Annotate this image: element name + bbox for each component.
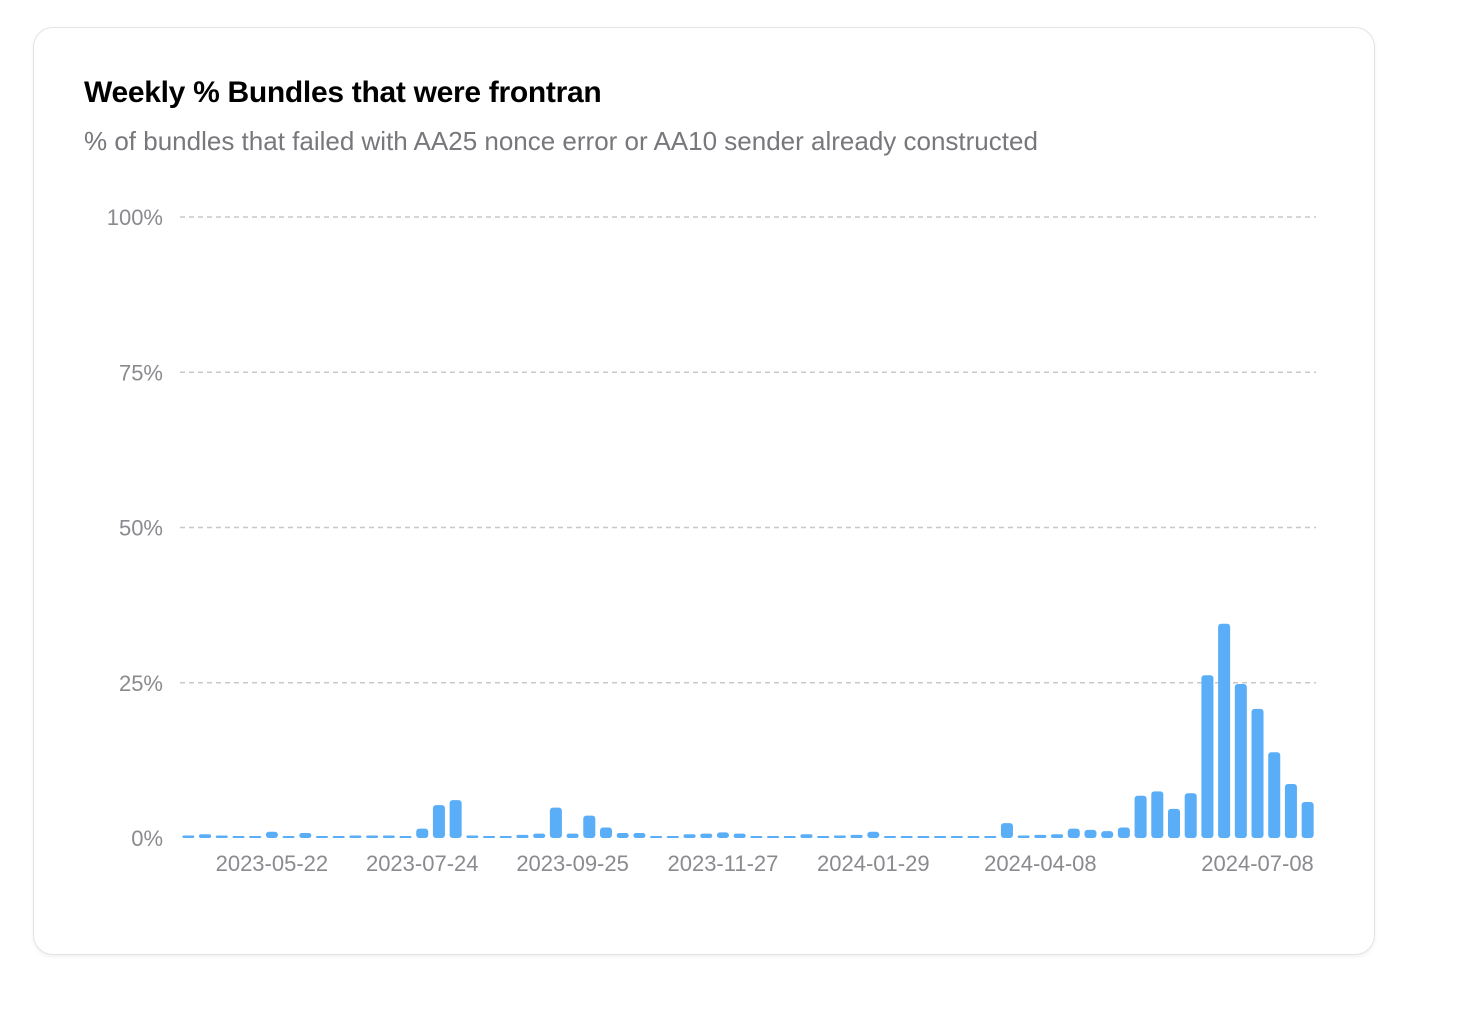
bar	[1184, 793, 1197, 838]
bar	[232, 836, 245, 838]
bar	[1201, 675, 1214, 838]
bar	[449, 800, 462, 838]
x-axis-ticks: 2023-05-22 2023-07-24 2023-09-25 2023-11-27…	[216, 851, 1314, 876]
x-tick-label: 2023-07-24	[366, 851, 479, 876]
x-tick-label: 2024-07-08	[1201, 851, 1314, 876]
bar	[783, 836, 796, 838]
bar	[1284, 783, 1297, 838]
y-tick-label: 100%	[107, 205, 163, 230]
bars	[182, 623, 1314, 838]
bar	[984, 836, 997, 838]
bar	[716, 832, 729, 838]
y-tick-label: 0%	[131, 826, 163, 851]
bar	[1167, 808, 1181, 838]
bar	[833, 835, 846, 838]
bar	[315, 836, 329, 838]
bar	[599, 827, 613, 838]
y-tick-label: 50%	[119, 516, 163, 541]
x-tick-label: 2024-01-29	[817, 851, 930, 876]
bar	[1101, 831, 1114, 838]
bar	[1134, 795, 1147, 838]
bar	[549, 807, 562, 838]
bar	[265, 831, 278, 838]
bar	[483, 836, 496, 838]
y-axis-ticks: 0% 25% 50% 75% 100%	[107, 205, 163, 851]
bar	[299, 833, 312, 838]
bar	[516, 834, 529, 838]
bar	[199, 834, 212, 838]
bar	[683, 834, 696, 838]
bar	[1051, 834, 1064, 838]
bar	[533, 833, 546, 838]
bar	[900, 836, 913, 838]
bar	[867, 831, 880, 838]
bar	[1218, 623, 1231, 838]
chart-card: Weekly % Bundles that were frontran % of…	[33, 27, 1375, 955]
bar	[934, 836, 947, 838]
bar	[1034, 834, 1047, 838]
bar	[950, 836, 963, 838]
bar	[432, 805, 445, 838]
bar	[633, 833, 646, 838]
bar	[1251, 708, 1264, 838]
bar	[800, 834, 813, 838]
bar	[1301, 801, 1314, 838]
x-tick-label: 2023-11-27	[667, 851, 778, 876]
y-tick-label: 25%	[119, 671, 163, 696]
bar	[666, 836, 679, 838]
bar	[917, 836, 930, 838]
bar	[850, 834, 863, 838]
bar	[650, 836, 663, 838]
y-tick-label: 75%	[119, 360, 163, 385]
bar	[700, 833, 713, 838]
chart-subtitle: % of bundles that failed with AA25 nonce…	[84, 126, 1038, 156]
bar	[332, 836, 345, 838]
bar	[1017, 835, 1030, 838]
bar	[466, 835, 479, 838]
bar	[416, 828, 429, 838]
bar	[750, 836, 763, 838]
x-tick-label: 2024-04-08	[984, 851, 1097, 876]
bar	[349, 835, 362, 838]
x-tick-label: 2023-09-25	[516, 851, 629, 876]
bar	[382, 835, 395, 838]
bar	[767, 836, 780, 838]
bar	[1084, 829, 1097, 838]
bar	[215, 835, 228, 838]
bar	[1117, 827, 1130, 838]
x-tick-label: 2023-05-22	[216, 851, 329, 876]
bar	[616, 833, 629, 838]
gridlines	[180, 216, 1316, 684]
bar	[1234, 683, 1247, 838]
bar	[399, 836, 412, 838]
bar	[733, 833, 746, 838]
bar	[583, 815, 596, 838]
bar	[883, 836, 897, 838]
chart-title: Weekly % Bundles that were frontran	[84, 76, 602, 109]
bar	[366, 835, 379, 838]
bar	[1067, 828, 1080, 838]
bar	[182, 835, 195, 838]
bar	[1151, 791, 1164, 838]
bar	[817, 836, 830, 838]
bar	[967, 836, 980, 838]
bar	[566, 833, 579, 838]
bar	[282, 836, 295, 838]
bar	[1268, 752, 1281, 838]
bar	[1000, 823, 1013, 838]
bar	[499, 836, 512, 838]
bar	[249, 836, 262, 838]
